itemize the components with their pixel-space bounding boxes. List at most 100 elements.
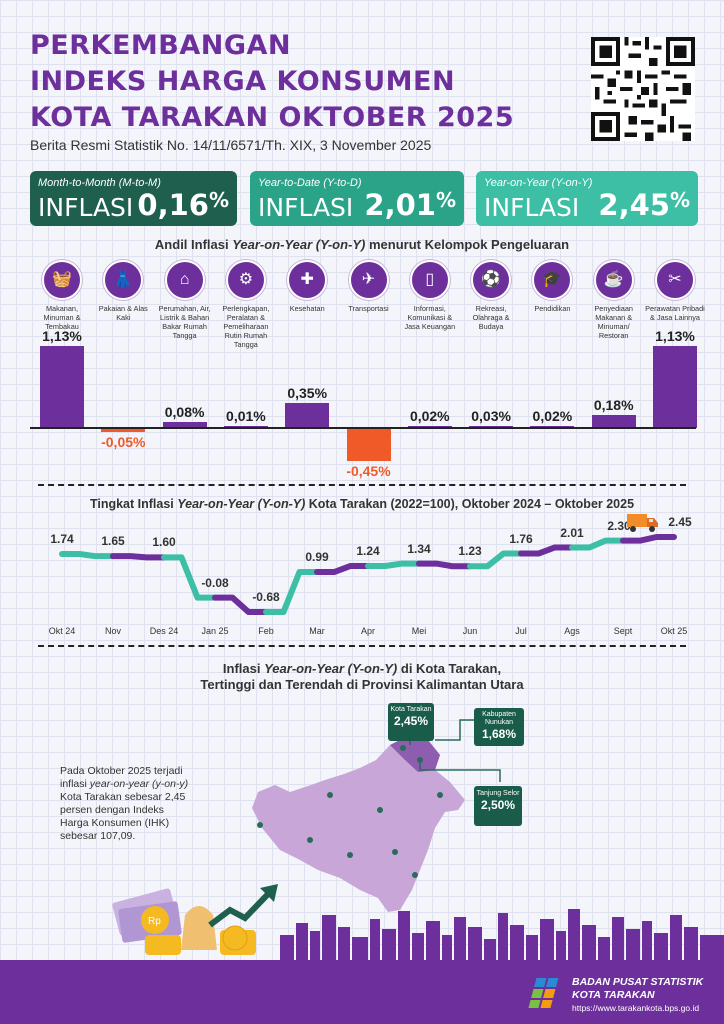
line-chart: [59, 534, 677, 615]
category-item: ⌂ Perumahan, Air, Listrik & Bahan Bakar R…: [155, 260, 215, 340]
divider-1: [38, 484, 686, 486]
footer-org-1: BADAN PUSAT STATISTIK: [572, 976, 704, 988]
line-title: Tingkat Inflasi Year-on-Year (Y-on-Y) Ko…: [89, 497, 635, 511]
andil-bar: [285, 402, 330, 428]
line-value-label: 2.30: [607, 518, 631, 533]
map-title-2: Tertinggi dan Terendah di Provinsi Kalim…: [200, 677, 524, 692]
andil-bar: [653, 346, 697, 428]
mtm-value: 0,16%: [137, 188, 229, 222]
andil-baseline: [30, 427, 696, 429]
line-segment: [416, 560, 473, 570]
month-label: Ags: [564, 626, 580, 636]
house-icon: ⌂: [164, 260, 205, 300]
category-item: ⚽ Rekreasi, Olahraga & Budaya: [461, 260, 521, 331]
category-label: Pendidikan: [534, 304, 571, 313]
title-line-1: PERKEMBANGAN: [30, 30, 291, 61]
line-value-label: 1.76: [509, 531, 533, 546]
city-skyline-icon: [280, 909, 724, 962]
andil-value-label: 0,18%: [593, 396, 634, 413]
month-label: Mar: [309, 626, 325, 636]
month-label: Jan 25: [201, 626, 229, 636]
kalimantan-map: [252, 735, 465, 912]
line-segment: [59, 551, 116, 560]
andil-bar: [591, 414, 636, 428]
airplane-icon: ✈: [348, 260, 389, 300]
bps-logo-icon: [528, 978, 559, 1008]
andil-value-label: 0,03%: [471, 407, 511, 424]
category-label: Perawatan Pribadi & Jasa Lainnya: [645, 304, 705, 322]
category-item: ⚙ Perlengkapan, Peralatan & Pemeliharaan …: [216, 260, 276, 349]
andil-value-label: 0,08%: [164, 404, 205, 421]
line-value-label: 2.01: [560, 525, 584, 540]
line-segment: [365, 560, 422, 569]
category-label: Kesehatan: [289, 304, 325, 313]
soccer-player-icon: ⚽: [471, 260, 512, 300]
andil-value-label: 0,01%: [226, 408, 266, 424]
line-segment: [110, 553, 167, 561]
category-item: 👗 Pakaian & Alas Kaki: [93, 260, 153, 322]
line-value-label: 1.74: [50, 532, 74, 546]
mtm-word: INFLASI: [38, 193, 134, 222]
truck-icon: [627, 514, 658, 532]
month-label: Des 24: [149, 626, 179, 636]
summary-paragraph: Pada Oktober 2025 terjadi inflasi year-o…: [60, 765, 189, 842]
line-value-label: 0.99: [305, 549, 329, 564]
category-label: Makanan, Minuman & Tembakau: [43, 304, 81, 331]
line-value-label: 1.65: [101, 534, 125, 549]
callout-tarakan: Kota Tarakan 2,45%: [388, 703, 434, 741]
andil-title: Andil Inflasi Year-on-Year (Y-on-Y) menu…: [154, 237, 570, 252]
ytd-label: Year-to-Date (Y-to-D): [258, 177, 362, 189]
line-segment: [314, 562, 371, 575]
andil-value-label: 0,35%: [287, 384, 328, 401]
andil-value-label: 1,13%: [42, 328, 82, 344]
andil-value-label: -0,05%: [101, 433, 146, 450]
mtm-box: Month-to-Month (M-to-M) INFLASI 0,16%: [30, 171, 237, 226]
category-label: Transportasi: [348, 304, 389, 313]
title-line-2: INDEKS HARGA KONSUMEN: [30, 66, 456, 97]
medical-kit-icon: ✚: [287, 260, 328, 300]
ytd-box: Year-to-Date (Y-to-D) INFLASI 2,01%: [250, 171, 464, 226]
footer-org-2: KOTA TARAKAN: [572, 989, 655, 1001]
line-segment: [518, 544, 575, 557]
category-label: Perlengkapan, Peralatan & Pemeliharaan R…: [222, 304, 270, 349]
category-label: Informasi, Komunikasi & Jasa Keuangan: [404, 304, 456, 331]
yoy-label: Year-on-Year (Y-on-Y): [484, 177, 593, 189]
category-item: ✂ Perawatan Pribadi & Jasa Lainnya: [645, 260, 705, 322]
yoy-value: 2,45%: [598, 188, 690, 222]
category-label: Pakaian & Alas Kaki: [98, 304, 148, 322]
dress-icon: 👗: [103, 260, 144, 300]
month-label: Mei: [411, 626, 427, 636]
line-segment: [161, 554, 218, 601]
andil-bar: [101, 428, 146, 432]
andil-value-label: 1,13%: [655, 328, 695, 344]
appliance-icon: ⚙: [225, 260, 266, 300]
month-label: Jun: [462, 626, 478, 636]
food-cart-icon: ☕: [593, 260, 634, 300]
month-label: Okt 24: [48, 626, 76, 636]
andil-value-label: 0,02%: [409, 408, 450, 424]
line-value-label: 1.24: [356, 543, 380, 558]
month-label: Nov: [104, 626, 121, 636]
andil-bar: [162, 422, 207, 428]
mtm-label: Month-to-Month (M-to-M): [38, 177, 161, 189]
andil-bar: [346, 428, 391, 461]
food-basket-icon: 🧺: [42, 260, 82, 300]
line-segment: [467, 550, 524, 570]
scissors-comb-icon: ✂: [655, 260, 695, 300]
money-illustration-icon: Rp: [112, 884, 278, 955]
andil-value-label: 0,02%: [532, 408, 573, 424]
subtitle: Berita Resmi Statistik No. 14/11/6571/Th…: [30, 137, 432, 153]
footer-url[interactable]: https://www.tarakankota.bps.go.id: [572, 1003, 700, 1013]
phone-icon: ▯: [409, 260, 450, 300]
month-label: Okt 25: [660, 626, 688, 636]
yoy-word: INFLASI: [484, 193, 580, 222]
category-item: ☕ Penyediaan Makanan & Minuman/ Restoran: [584, 260, 644, 340]
line-segment: [569, 537, 626, 551]
category-label: Perumahan, Air, Listrik & Bahan Bakar Ru…: [158, 304, 211, 340]
line-value-label: -0.08: [201, 575, 229, 590]
category-item: 🎓 Pendidikan: [522, 260, 582, 313]
qr-code-icon[interactable]: [591, 37, 695, 141]
line-segment: [212, 594, 269, 615]
category-item: ✈ Transportasi: [339, 260, 399, 313]
line-value-label: 1.23: [458, 544, 482, 559]
